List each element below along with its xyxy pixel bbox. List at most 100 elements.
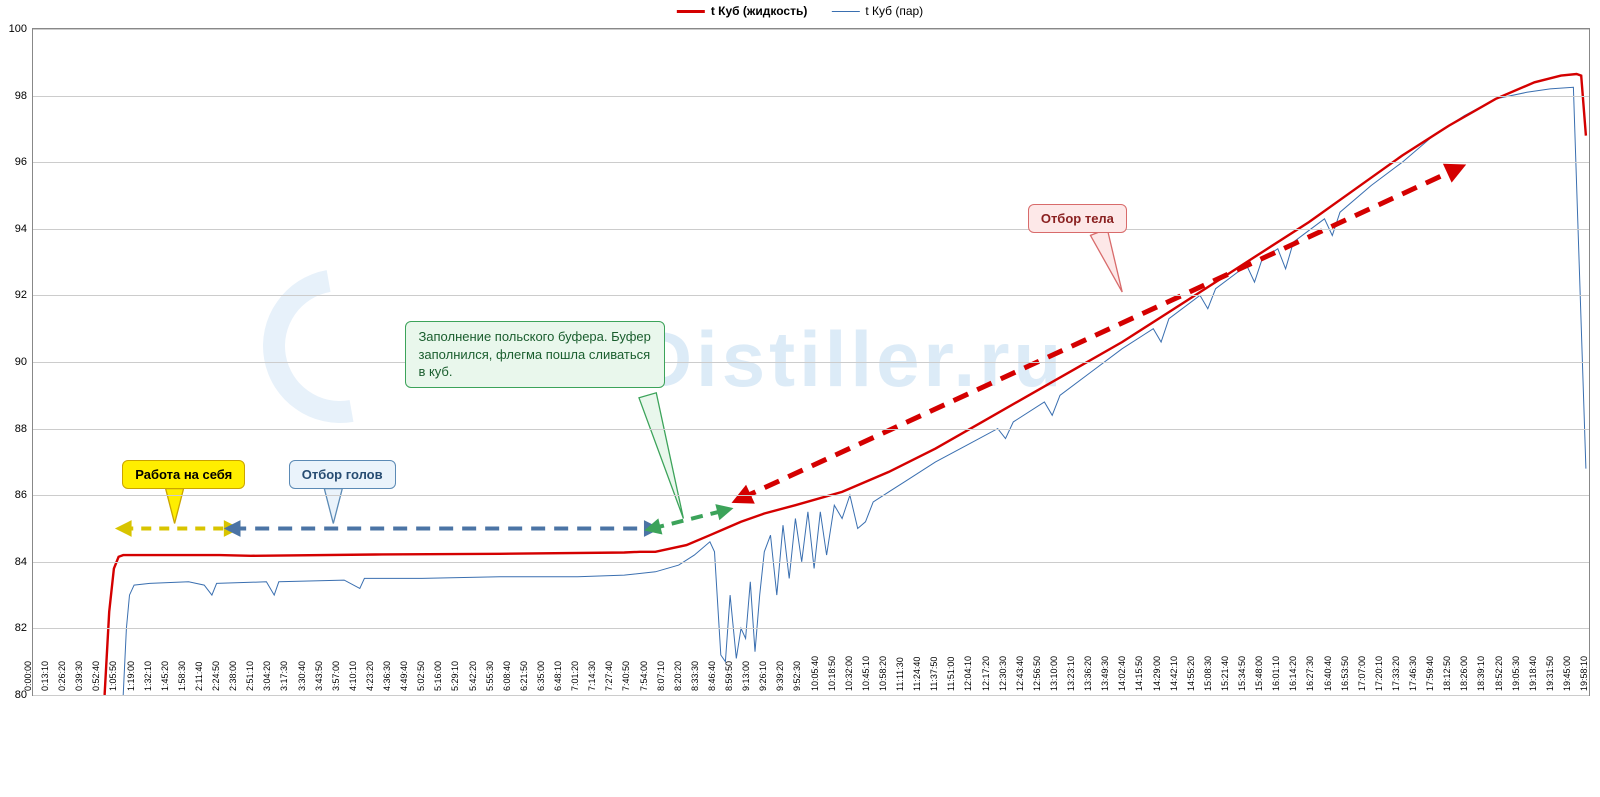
series-line: [123, 87, 1586, 695]
callout-buffer-text: Заполнение польского буфера. Буфер запол…: [418, 329, 650, 379]
x-tick: 8:59:50: [724, 661, 734, 695]
x-tick: 9:39:20: [775, 661, 785, 695]
x-tick: 3:57:00: [331, 661, 341, 695]
callout-body-text: Отбор тела: [1041, 211, 1114, 226]
x-tick: 10:58:20: [878, 656, 888, 695]
legend-label-red: t Куб (жидкость): [711, 4, 808, 18]
x-tick: 5:16:00: [433, 661, 443, 695]
x-tick: 5:02:50: [416, 661, 426, 695]
x-tick: 3:30:40: [297, 661, 307, 695]
x-tick: 17:20:10: [1374, 656, 1384, 695]
x-tick: 15:08:30: [1203, 656, 1213, 695]
x-tick: 0:00:00: [23, 661, 33, 695]
x-tick: 0:26:20: [57, 661, 67, 695]
x-tick: 9:52:30: [792, 661, 802, 695]
x-tick: 0:13:10: [40, 661, 50, 695]
x-tick: 13:36:20: [1083, 656, 1093, 695]
x-tick: 15:34:50: [1237, 656, 1247, 695]
callout-work-self: Работа на себя: [122, 460, 245, 489]
x-tick: 19:18:40: [1528, 656, 1538, 695]
x-tick: 12:43:40: [1015, 656, 1025, 695]
x-tick: 19:45:00: [1562, 656, 1572, 695]
x-tick: 19:58:10: [1579, 656, 1589, 695]
x-tick: 18:12:50: [1442, 656, 1452, 695]
x-tick: 11:37:50: [929, 657, 939, 695]
x-tick: 10:45:10: [861, 656, 871, 695]
x-tick: 16:27:30: [1305, 656, 1315, 695]
x-tick: 18:39:10: [1476, 656, 1486, 695]
x-tick: 19:05:30: [1511, 656, 1521, 695]
x-tick: 17:07:00: [1357, 656, 1367, 695]
x-tick: 4:49:40: [399, 661, 409, 695]
x-tick: 6:21:50: [519, 661, 529, 695]
series-line: [105, 74, 1586, 695]
x-tick: 5:55:30: [485, 661, 495, 695]
x-tick: 2:38:00: [228, 661, 238, 695]
x-tick: 10:05:40: [810, 656, 820, 695]
x-tick: 7:40:50: [621, 661, 631, 695]
x-tick: 6:08:40: [502, 661, 512, 695]
x-tick: 13:23:10: [1066, 656, 1076, 695]
x-tick: 13:10:00: [1049, 656, 1059, 695]
x-tick: 1:32:10: [143, 661, 153, 695]
x-tick: 0:39:30: [74, 661, 84, 695]
x-tick: 2:51:10: [245, 661, 255, 695]
x-tick: 17:59:40: [1425, 656, 1435, 695]
callout-buffer: Заполнение польского буфера. Буфер запол…: [405, 321, 665, 388]
x-tick: 14:29:00: [1152, 656, 1162, 695]
x-tick: 4:23:20: [365, 661, 375, 695]
x-tick: 9:13:00: [741, 661, 751, 695]
x-tick: 1:05:50: [108, 661, 118, 695]
x-tick: 8:46:40: [707, 661, 717, 695]
x-tick: 17:33:20: [1391, 656, 1401, 695]
x-tick: 12:17:20: [981, 656, 991, 695]
x-tick: 14:55:20: [1186, 656, 1196, 695]
callout-heads: Отбор голов: [289, 460, 396, 489]
x-tick: 9:26:10: [758, 661, 768, 695]
x-tick: 7:27:40: [604, 661, 614, 695]
x-tick: 8:07:10: [656, 661, 666, 695]
x-tick: 1:45:20: [160, 661, 170, 695]
x-tick: 11:51:00: [946, 657, 956, 695]
x-tick: 11:24:40: [912, 657, 922, 695]
x-tick: 14:42:10: [1169, 656, 1179, 695]
plot-area: HomeDistiller.ru 80828486889092949698100…: [32, 28, 1590, 696]
x-tick: 3:04:20: [262, 661, 272, 695]
x-tick: 7:01:20: [570, 661, 580, 695]
x-tick: 5:29:10: [450, 661, 460, 695]
x-tick: 2:24:50: [211, 661, 221, 695]
x-tick: 10:18:50: [827, 656, 837, 695]
x-tick: 18:26:00: [1459, 656, 1469, 695]
x-tick: 3:43:50: [314, 661, 324, 695]
x-tick: 17:46:30: [1408, 656, 1418, 695]
x-tick: 1:58:30: [177, 661, 187, 695]
x-tick: 16:40:40: [1323, 656, 1333, 695]
chart-container: t Куб (жидкость) t Куб (пар) HomeDistill…: [0, 0, 1600, 797]
legend: t Куб (жидкость) t Куб (пар): [677, 4, 923, 18]
x-tick: 10:32:00: [844, 656, 854, 695]
x-tick: 2:11:40: [194, 662, 204, 695]
x-tick: 16:53:50: [1340, 656, 1350, 695]
x-tick: 12:56:50: [1032, 656, 1042, 695]
x-tick: 16:01:10: [1271, 656, 1281, 695]
x-tick: 19:31:50: [1545, 656, 1555, 695]
range-arrow-green: [652, 510, 725, 528]
x-tick: 15:21:40: [1220, 656, 1230, 695]
legend-swatch-blue: [831, 11, 859, 12]
callout-work-self-text: Работа на себя: [135, 467, 232, 482]
callout-body: Отбор тела: [1028, 204, 1127, 233]
x-tick: 3:17:30: [279, 661, 289, 695]
x-tick: 14:02:40: [1117, 656, 1127, 695]
x-tick: 11:11:30: [895, 657, 905, 695]
x-tick: 12:30:30: [998, 656, 1008, 695]
x-tick: 6:48:10: [553, 661, 563, 695]
x-tick: 8:20:20: [673, 661, 683, 695]
x-tick: 1:19:00: [126, 661, 136, 695]
legend-item-blue: t Куб (пар): [831, 4, 923, 18]
x-tick: 5:42:20: [468, 661, 478, 695]
legend-swatch-red: [677, 10, 705, 13]
x-tick: 15:48:00: [1254, 656, 1264, 695]
x-tick: 6:35:00: [536, 661, 546, 695]
legend-item-red: t Куб (жидкость): [677, 4, 808, 18]
x-tick: 13:49:30: [1100, 656, 1110, 695]
